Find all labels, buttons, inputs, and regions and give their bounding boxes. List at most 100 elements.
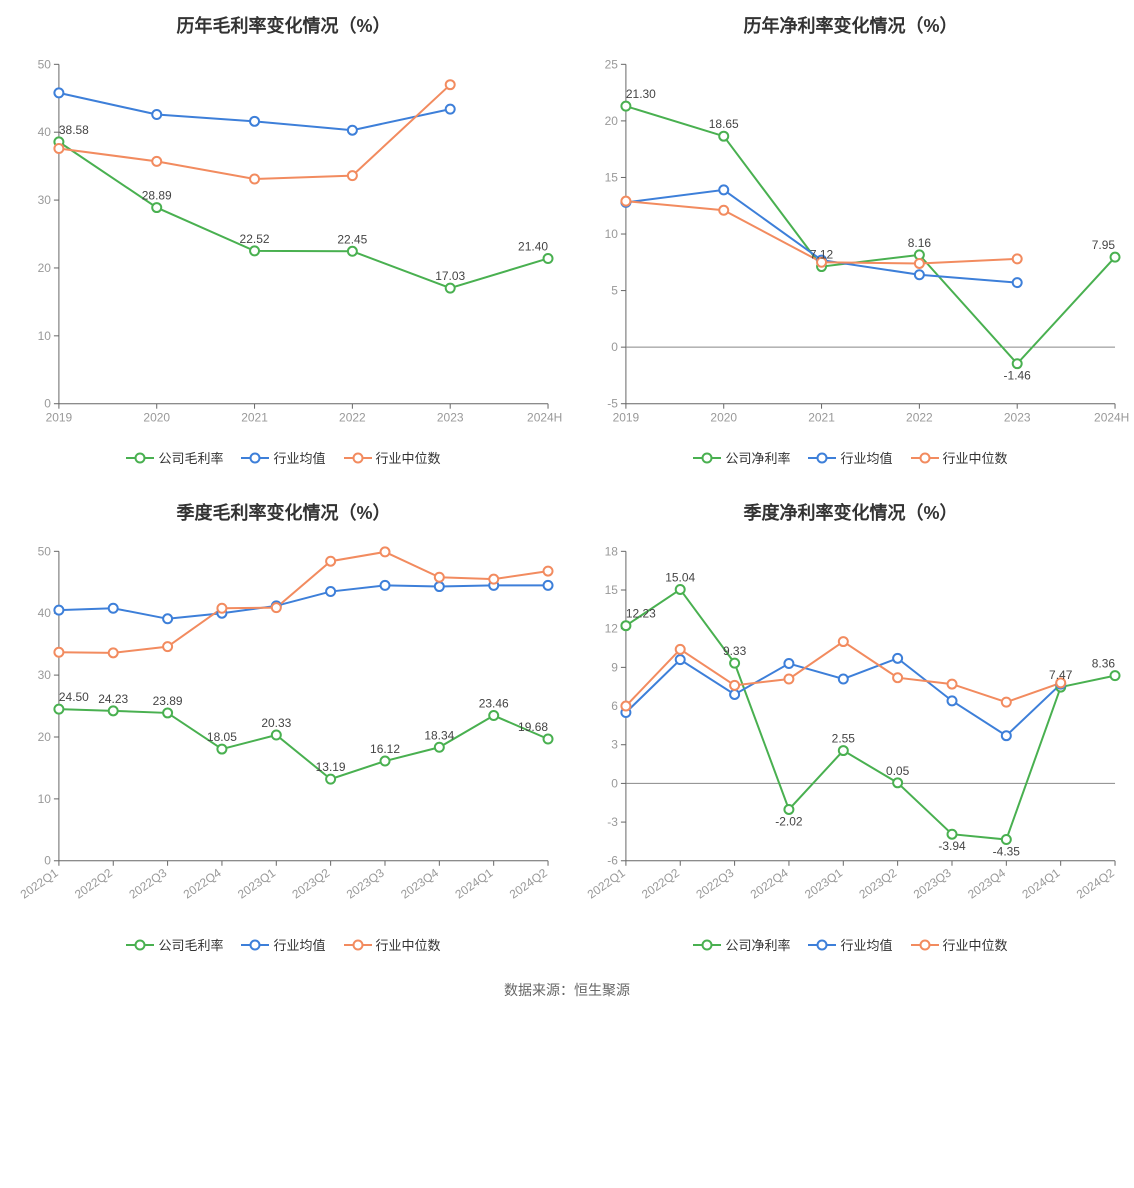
legend-label: 行业均值 xyxy=(840,935,892,954)
svg-text:22.52: 22.52 xyxy=(240,232,270,246)
chart-panel-annual_net: 历年净利率变化情况（%） -50510152025201920202021202… xyxy=(567,0,1134,487)
svg-text:7.12: 7.12 xyxy=(810,248,834,262)
chart-legend: 公司毛利率 行业均值 行业中位数 xyxy=(4,935,563,954)
svg-text:15.04: 15.04 xyxy=(665,570,695,584)
svg-text:-5: -5 xyxy=(607,397,618,411)
svg-text:2024Q2: 2024Q2 xyxy=(507,866,550,902)
svg-text:18.34: 18.34 xyxy=(424,728,454,742)
legend-label: 行业中位数 xyxy=(943,935,1008,954)
svg-text:20: 20 xyxy=(38,261,52,275)
legend-label: 行业中位数 xyxy=(943,448,1008,467)
svg-text:2024H1: 2024H1 xyxy=(527,411,563,425)
svg-text:3: 3 xyxy=(611,738,618,752)
svg-text:30: 30 xyxy=(38,193,52,207)
svg-text:21.40: 21.40 xyxy=(518,239,548,253)
svg-text:23.46: 23.46 xyxy=(479,697,509,711)
svg-text:2023Q3: 2023Q3 xyxy=(344,866,387,902)
legend-item-avg[interactable]: 行业均值 xyxy=(241,935,325,954)
svg-text:-2.02: -2.02 xyxy=(775,814,803,828)
legend-item-median[interactable]: 行业中位数 xyxy=(344,448,441,467)
svg-text:18: 18 xyxy=(605,544,619,558)
svg-text:8.36: 8.36 xyxy=(1092,657,1116,671)
svg-text:12.23: 12.23 xyxy=(626,607,656,621)
svg-text:-3.94: -3.94 xyxy=(938,839,966,853)
svg-text:18.65: 18.65 xyxy=(709,117,739,131)
svg-text:7.47: 7.47 xyxy=(1049,668,1073,682)
legend-swatch-icon xyxy=(693,451,721,465)
svg-text:25: 25 xyxy=(605,57,619,71)
legend-item-avg[interactable]: 行业均值 xyxy=(808,448,892,467)
svg-text:2022Q3: 2022Q3 xyxy=(693,866,736,902)
legend-item-median[interactable]: 行业中位数 xyxy=(344,935,441,954)
svg-text:2023: 2023 xyxy=(1004,411,1031,425)
svg-text:0: 0 xyxy=(44,854,51,868)
svg-text:2022: 2022 xyxy=(906,411,933,425)
legend-item-median[interactable]: 行业中位数 xyxy=(911,935,1008,954)
legend-item-avg[interactable]: 行业均值 xyxy=(808,935,892,954)
svg-text:0.05: 0.05 xyxy=(886,764,910,778)
svg-text:9: 9 xyxy=(611,660,618,674)
legend-item-avg[interactable]: 行业均值 xyxy=(241,448,325,467)
chart-panel-quarter_net: 季度净利率变化情况（%） -6-303691215182022Q12022Q22… xyxy=(567,487,1134,974)
legend-label: 公司净利率 xyxy=(725,935,790,954)
legend-item-median[interactable]: 行业中位数 xyxy=(911,448,1008,467)
svg-text:2023Q3: 2023Q3 xyxy=(911,866,954,902)
svg-text:23.89: 23.89 xyxy=(153,694,183,708)
svg-text:15: 15 xyxy=(605,170,619,184)
legend-swatch-icon xyxy=(126,938,154,952)
legend-item-company[interactable]: 公司净利率 xyxy=(693,935,790,954)
chart-legend: 公司净利率 行业均值 行业中位数 xyxy=(571,448,1130,467)
svg-text:24.23: 24.23 xyxy=(98,692,128,706)
svg-text:2019: 2019 xyxy=(613,411,640,425)
legend-label: 行业均值 xyxy=(273,935,325,954)
svg-text:-4.35: -4.35 xyxy=(993,844,1021,858)
svg-text:2022Q4: 2022Q4 xyxy=(181,866,224,902)
svg-text:20: 20 xyxy=(605,114,619,128)
svg-text:10: 10 xyxy=(38,329,52,343)
svg-text:2022Q2: 2022Q2 xyxy=(72,866,115,902)
svg-text:5: 5 xyxy=(611,284,618,298)
chart-legend: 公司毛利率 行业均值 行业中位数 xyxy=(4,448,563,467)
svg-text:2020: 2020 xyxy=(710,411,737,425)
svg-text:2023: 2023 xyxy=(437,411,464,425)
svg-text:0: 0 xyxy=(611,340,618,354)
chart-panel-annual_gross: 历年毛利率变化情况（%） 010203040502019202020212022… xyxy=(0,0,567,487)
legend-item-company[interactable]: 公司净利率 xyxy=(693,448,790,467)
chart-title: 季度净利率变化情况（%） xyxy=(571,499,1130,525)
svg-text:19.68: 19.68 xyxy=(518,720,548,734)
chart-legend: 公司净利率 行业均值 行业中位数 xyxy=(571,935,1130,954)
chart-title: 历年净利率变化情况（%） xyxy=(571,12,1130,38)
svg-text:10: 10 xyxy=(38,792,52,806)
svg-text:20: 20 xyxy=(38,730,52,744)
chart-title: 历年毛利率变化情况（%） xyxy=(4,12,563,38)
legend-item-company[interactable]: 公司毛利率 xyxy=(126,448,223,467)
chart-grid: 历年毛利率变化情况（%） 010203040502019202020212022… xyxy=(0,0,1134,974)
legend-swatch-icon xyxy=(693,938,721,952)
legend-label: 行业均值 xyxy=(273,448,325,467)
svg-text:15: 15 xyxy=(605,583,619,597)
svg-text:2023Q4: 2023Q4 xyxy=(398,866,441,902)
svg-text:2023Q2: 2023Q2 xyxy=(856,866,899,902)
svg-text:24.50: 24.50 xyxy=(59,690,89,704)
svg-text:9.33: 9.33 xyxy=(723,644,747,658)
svg-text:22.45: 22.45 xyxy=(337,232,367,246)
legend-label: 公司毛利率 xyxy=(158,935,223,954)
svg-text:7.95: 7.95 xyxy=(1092,238,1116,252)
legend-swatch-icon xyxy=(808,451,836,465)
svg-text:2022Q2: 2022Q2 xyxy=(639,866,682,902)
svg-text:2021: 2021 xyxy=(241,411,268,425)
svg-text:18.05: 18.05 xyxy=(207,730,237,744)
svg-text:40: 40 xyxy=(38,125,52,139)
svg-text:10: 10 xyxy=(605,227,619,241)
svg-text:0: 0 xyxy=(611,776,618,790)
legend-swatch-icon xyxy=(241,451,269,465)
svg-text:-6: -6 xyxy=(607,854,618,868)
svg-text:40: 40 xyxy=(38,606,52,620)
svg-text:12: 12 xyxy=(605,622,619,636)
svg-text:21.30: 21.30 xyxy=(626,87,656,101)
legend-swatch-icon xyxy=(126,451,154,465)
svg-text:2.55: 2.55 xyxy=(832,732,856,746)
legend-item-company[interactable]: 公司毛利率 xyxy=(126,935,223,954)
svg-text:38.58: 38.58 xyxy=(59,123,89,137)
legend-swatch-icon xyxy=(808,938,836,952)
